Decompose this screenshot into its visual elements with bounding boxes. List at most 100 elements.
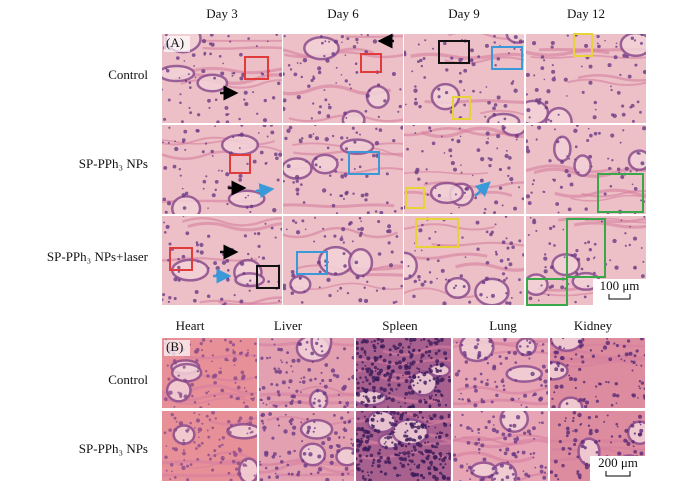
- nucleus: [183, 394, 188, 399]
- nucleus: [335, 82, 337, 84]
- nucleus: [529, 452, 532, 456]
- tissue-image: [526, 34, 646, 123]
- nucleus: [401, 458, 404, 461]
- nucleus: [502, 378, 504, 380]
- nucleus: [504, 266, 508, 270]
- nucleus: [356, 368, 358, 372]
- nucleus: [500, 478, 504, 481]
- nucleus: [405, 434, 409, 438]
- nucleus: [330, 368, 336, 373]
- tissue-follicle: [348, 248, 374, 278]
- nucleus: [372, 399, 376, 403]
- nucleus: [436, 363, 439, 366]
- tissue-fiber: [462, 433, 548, 442]
- nucleus: [237, 419, 241, 423]
- nucleus: [511, 398, 515, 402]
- nucleus: [485, 131, 490, 136]
- nucleus: [407, 442, 411, 445]
- nucleus: [389, 413, 392, 415]
- nucleus: [277, 393, 281, 397]
- nucleus: [593, 100, 597, 105]
- tissue-fiber: [482, 472, 548, 481]
- nucleus: [201, 38, 207, 44]
- nucleus: [382, 286, 386, 291]
- nucleus: [512, 423, 517, 428]
- nucleus: [343, 427, 346, 429]
- nucleus: [182, 451, 186, 456]
- nucleus: [232, 135, 235, 139]
- nucleus: [554, 473, 558, 478]
- nucleus: [387, 406, 389, 408]
- nucleus: [356, 438, 361, 443]
- nucleus: [548, 226, 553, 231]
- nucleus: [393, 443, 398, 447]
- nucleus: [514, 361, 518, 364]
- nucleus: [372, 379, 376, 383]
- nucleus: [622, 129, 625, 132]
- nucleus: [268, 412, 272, 416]
- nucleus: [550, 284, 555, 288]
- nucleus: [576, 470, 580, 474]
- nucleus: [353, 140, 357, 144]
- nucleus: [264, 466, 268, 470]
- nucleus: [181, 120, 184, 123]
- nucleus: [382, 445, 384, 448]
- nucleus: [580, 355, 584, 359]
- tissue-fiber: [456, 386, 548, 395]
- nucleus: [408, 375, 412, 379]
- tissue-follicle: [551, 253, 581, 277]
- nucleus: [538, 377, 542, 381]
- nucleus: [639, 110, 642, 114]
- nucleus: [329, 460, 334, 466]
- nucleus: [342, 384, 347, 390]
- nucleus: [522, 253, 524, 257]
- nucleus: [414, 132, 417, 134]
- nucleus: [414, 85, 417, 88]
- nucleus: [549, 265, 554, 270]
- nucleus: [364, 364, 367, 367]
- nucleus: [211, 354, 214, 357]
- nucleus: [418, 279, 421, 282]
- nucleus: [376, 342, 379, 345]
- nucleus: [211, 411, 215, 415]
- nucleus: [468, 300, 472, 304]
- nucleus: [225, 258, 230, 263]
- nucleus: [551, 69, 556, 74]
- nucleus: [374, 140, 380, 146]
- nucleus: [438, 435, 441, 438]
- nucleus: [477, 431, 480, 434]
- nucleus: [390, 430, 395, 435]
- nucleus: [300, 137, 304, 140]
- nucleus: [484, 43, 489, 48]
- nucleus: [182, 439, 185, 442]
- nucleus: [181, 254, 186, 259]
- highlight-box: [244, 56, 269, 80]
- nucleus: [291, 431, 296, 436]
- nucleus: [283, 286, 287, 291]
- nucleus: [610, 435, 614, 438]
- nucleus: [429, 280, 433, 284]
- nucleus: [518, 278, 521, 282]
- nucleus: [193, 427, 196, 429]
- nucleus: [314, 397, 316, 400]
- nucleus: [540, 349, 545, 353]
- nucleus: [639, 451, 644, 456]
- nucleus: [270, 226, 274, 230]
- nucleus: [310, 117, 313, 120]
- nucleus: [640, 41, 643, 45]
- nucleus: [328, 293, 332, 298]
- arrow: [474, 181, 491, 198]
- nucleus: [248, 416, 254, 421]
- nucleus: [211, 468, 215, 472]
- nucleus: [560, 285, 565, 290]
- nucleus: [383, 411, 386, 413]
- nucleus: [250, 257, 253, 260]
- nucleus: [319, 382, 322, 385]
- nucleus: [505, 447, 510, 452]
- nucleus: [467, 465, 472, 470]
- nucleus: [216, 120, 220, 123]
- nucleus: [504, 153, 509, 159]
- nucleus: [424, 400, 428, 404]
- nucleus: [307, 367, 312, 372]
- nucleus: [417, 177, 421, 181]
